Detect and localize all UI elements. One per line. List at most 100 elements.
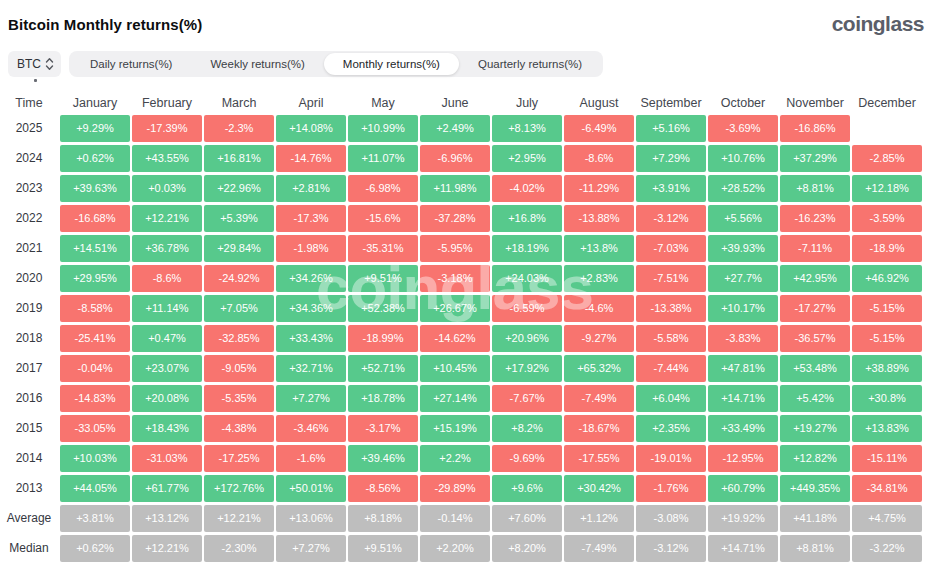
return-cell: +20.96% [492, 325, 562, 352]
return-cell: +0.47% [132, 325, 202, 352]
return-cell: -17.27% [780, 295, 850, 322]
return-cell: +32.71% [276, 355, 346, 382]
return-cell: +4.75% [852, 505, 922, 532]
column-header-november: November [780, 93, 850, 113]
return-cell: +27.7% [708, 265, 778, 292]
return-cell: +23.07% [132, 355, 202, 382]
return-cell: +10.76% [708, 145, 778, 172]
return-cell: +172.76% [204, 475, 274, 502]
return-cell: +47.81% [708, 355, 778, 382]
return-cell: +10.99% [348, 115, 418, 142]
return-cell: +61.77% [132, 475, 202, 502]
return-cell: +7.60% [492, 505, 562, 532]
return-cell: -29.89% [420, 475, 490, 502]
column-header-march: March [204, 93, 274, 113]
column-header-december: December [852, 93, 922, 113]
return-cell: +60.79% [708, 475, 778, 502]
return-cell: -2.30% [204, 535, 274, 562]
return-cell: +10.17% [708, 295, 778, 322]
row-label-2017: 2017 [0, 355, 58, 382]
tab-daily-returns[interactable]: Daily returns(%) [71, 53, 191, 75]
return-cell: +2.2% [420, 445, 490, 472]
return-cell: +34.36% [276, 295, 346, 322]
return-cell: +12.21% [132, 535, 202, 562]
return-cell: -1.76% [636, 475, 706, 502]
return-cell: -19.01% [636, 445, 706, 472]
return-cell: +12.82% [780, 445, 850, 472]
return-cell: -35.31% [348, 235, 418, 262]
return-cell: +50.01% [276, 475, 346, 502]
table-header-row: TimeJanuaryFebruaryMarchAprilMayJuneJuly… [0, 93, 938, 113]
return-cell: +15.19% [420, 415, 490, 442]
return-cell: +39.46% [348, 445, 418, 472]
return-cell: +33.49% [708, 415, 778, 442]
return-cell: -3.22% [852, 535, 922, 562]
tab-quarterly-returns[interactable]: Quarterly returns(%) [459, 53, 601, 75]
return-cell: +11.14% [132, 295, 202, 322]
tab-weekly-returns[interactable]: Weekly returns(%) [191, 53, 323, 75]
row-label-2021: 2021 [0, 235, 58, 262]
return-cell: +43.55% [132, 145, 202, 172]
return-cell: +46.92% [852, 265, 922, 292]
return-cell: +20.08% [132, 385, 202, 412]
return-cell: +14.51% [60, 235, 130, 262]
return-cell: -17.3% [276, 205, 346, 232]
return-cell: +14.08% [276, 115, 346, 142]
return-cell: +19.92% [708, 505, 778, 532]
row-label-2022: 2022 [0, 205, 58, 232]
return-cell: -14.76% [276, 145, 346, 172]
return-cell: +38.89% [852, 355, 922, 382]
return-cell: +52.71% [348, 355, 418, 382]
return-cell: +9.6% [492, 475, 562, 502]
return-cell: +28.52% [708, 175, 778, 202]
return-cell: -4.38% [204, 415, 274, 442]
return-cell: -17.55% [564, 445, 634, 472]
column-header-april: April [276, 93, 346, 113]
return-cell: +29.84% [204, 235, 274, 262]
return-cell: -7.51% [636, 265, 706, 292]
coin-selector[interactable]: BTC [8, 51, 61, 77]
return-cell: +26.67% [420, 295, 490, 322]
return-cell: +6.04% [636, 385, 706, 412]
return-cell: +41.18% [780, 505, 850, 532]
column-header-august: August [564, 93, 634, 113]
return-cell: +42.95% [780, 265, 850, 292]
return-cell: -11.29% [564, 175, 634, 202]
return-cell: +7.29% [636, 145, 706, 172]
row-label-2016: 2016 [0, 385, 58, 412]
return-cell: -12.95% [708, 445, 778, 472]
column-header-june: June [420, 93, 490, 113]
return-cell: -8.6% [564, 145, 634, 172]
return-cell: +2.83% [564, 265, 634, 292]
return-cell: +13.12% [132, 505, 202, 532]
return-cell: -9.27% [564, 325, 634, 352]
return-cell: -14.62% [420, 325, 490, 352]
return-cell: -16.86% [780, 115, 850, 142]
return-cell: -5.15% [852, 295, 922, 322]
return-cell: -16.68% [60, 205, 130, 232]
return-cell: +7.27% [276, 385, 346, 412]
row-label-2015: 2015 [0, 415, 58, 442]
return-cell: -13.88% [564, 205, 634, 232]
return-cell: +65.32% [564, 355, 634, 382]
return-cell: +7.05% [204, 295, 274, 322]
return-cell: +27.14% [420, 385, 490, 412]
return-cell: -7.49% [564, 385, 634, 412]
return-cell: -18.67% [564, 415, 634, 442]
row-label-2024: 2024 [0, 145, 58, 172]
coinglass-logo: coinglass [832, 12, 924, 36]
return-cell: +22.96% [204, 175, 274, 202]
return-cell: +13.06% [276, 505, 346, 532]
return-cell: +24.03% [492, 265, 562, 292]
return-cell: -16.23% [780, 205, 850, 232]
return-cell: -24.92% [204, 265, 274, 292]
return-cell: +2.81% [276, 175, 346, 202]
return-cell: -9.05% [204, 355, 274, 382]
return-cell: -17.25% [204, 445, 274, 472]
tab-monthly-returns[interactable]: Monthly returns(%) [324, 53, 459, 75]
empty-cell [852, 115, 922, 142]
return-cell: +37.29% [780, 145, 850, 172]
return-cell: -14.83% [60, 385, 130, 412]
period-tabs: Daily returns(%)Weekly returns(%)Monthly… [69, 51, 603, 77]
return-cell: +11.98% [420, 175, 490, 202]
